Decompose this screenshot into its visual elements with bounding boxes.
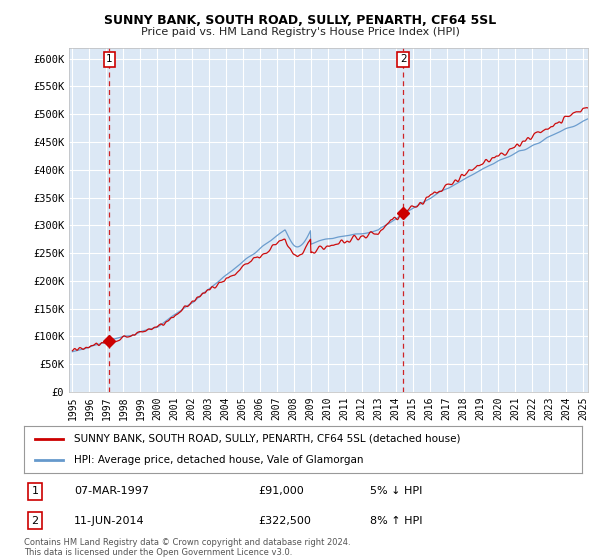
Text: 2: 2 xyxy=(32,516,39,525)
Text: 11-JUN-2014: 11-JUN-2014 xyxy=(74,516,145,525)
Text: 5% ↓ HPI: 5% ↓ HPI xyxy=(370,487,422,496)
Text: SUNNY BANK, SOUTH ROAD, SULLY, PENARTH, CF64 5SL: SUNNY BANK, SOUTH ROAD, SULLY, PENARTH, … xyxy=(104,14,496,27)
Text: 1: 1 xyxy=(32,487,38,496)
Text: Contains HM Land Registry data © Crown copyright and database right 2024.
This d: Contains HM Land Registry data © Crown c… xyxy=(24,538,350,557)
Text: £322,500: £322,500 xyxy=(259,516,311,525)
Text: 8% ↑ HPI: 8% ↑ HPI xyxy=(370,516,422,525)
Text: £91,000: £91,000 xyxy=(259,487,304,496)
Text: 1: 1 xyxy=(106,54,113,64)
Text: Price paid vs. HM Land Registry's House Price Index (HPI): Price paid vs. HM Land Registry's House … xyxy=(140,27,460,37)
Text: 07-MAR-1997: 07-MAR-1997 xyxy=(74,487,149,496)
Text: 2: 2 xyxy=(400,54,407,64)
Text: SUNNY BANK, SOUTH ROAD, SULLY, PENARTH, CF64 5SL (detached house): SUNNY BANK, SOUTH ROAD, SULLY, PENARTH, … xyxy=(74,434,461,444)
Text: HPI: Average price, detached house, Vale of Glamorgan: HPI: Average price, detached house, Vale… xyxy=(74,455,364,465)
